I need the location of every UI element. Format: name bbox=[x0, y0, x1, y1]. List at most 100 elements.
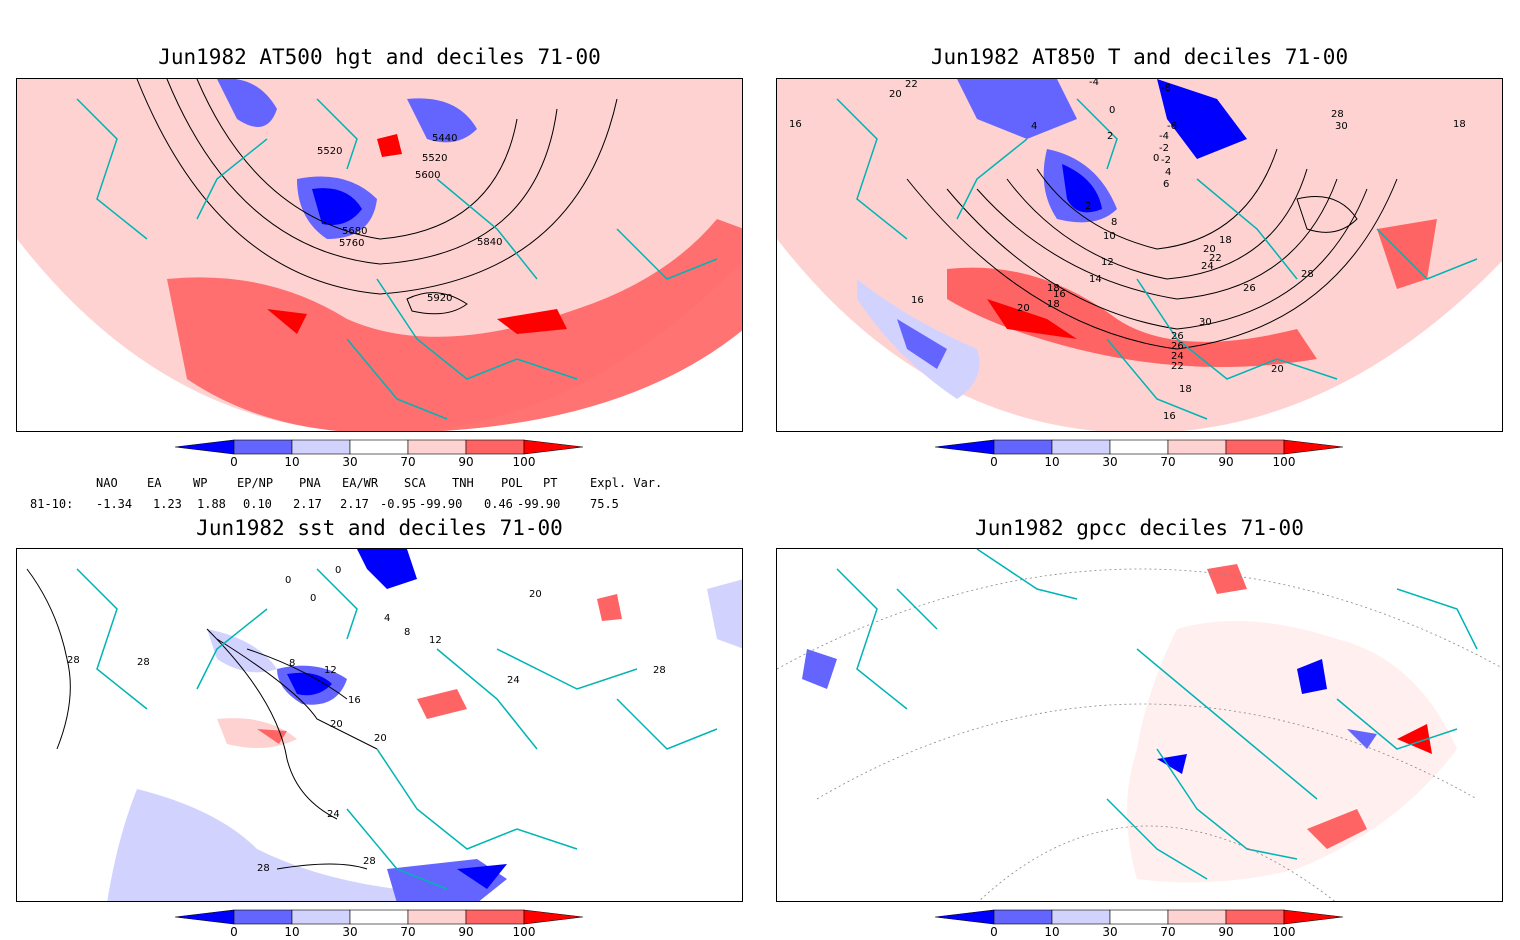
colorbar-tick: 70 bbox=[1160, 455, 1176, 469]
colorbar-tick: 0 bbox=[990, 925, 998, 939]
positive-anomaly-band bbox=[167, 219, 742, 431]
positive-anomaly-3 bbox=[1307, 809, 1367, 849]
contour-label: 20 bbox=[529, 589, 542, 600]
panel-title-sst: Jun1982 sst and deciles 71-00 bbox=[196, 516, 563, 540]
map-t850-canvas: 22 20 16 -4 -8 4 0 2 -6 -4 -2 0 4 6 8 10… bbox=[777, 79, 1502, 431]
colorbar-cap-high bbox=[1283, 909, 1344, 925]
colorbar-swatch bbox=[993, 909, 1053, 925]
colorbar-swatch bbox=[233, 439, 293, 455]
contour-label: 24 bbox=[507, 675, 520, 686]
contour-label: 0 bbox=[1109, 105, 1115, 116]
deep-negative-anomaly-north bbox=[357, 549, 417, 589]
colorbar-swatch bbox=[465, 909, 525, 925]
contour-label: 28 bbox=[363, 856, 376, 867]
colorbar-swatch bbox=[1225, 439, 1285, 455]
colorbar-tick: 100 bbox=[1272, 455, 1296, 469]
panel-title-gpcc: Jun1982 gpcc deciles 71-00 bbox=[975, 516, 1304, 540]
contour-label: 30 bbox=[1199, 317, 1212, 328]
contour-30 bbox=[1296, 196, 1358, 233]
contour-label: 5520 bbox=[317, 146, 342, 157]
contour-label: 24 bbox=[1171, 351, 1184, 362]
deep-negative-anomaly bbox=[1062, 164, 1102, 213]
contour-label: 16 bbox=[1053, 289, 1066, 300]
coastlines bbox=[836, 98, 1478, 420]
contour-label: 20 bbox=[889, 89, 902, 100]
contour-label: 20 bbox=[330, 719, 343, 730]
colorbar-bottom-right: 0 10 30 70 90 100 bbox=[934, 909, 1345, 940]
colorbar-tick: 0 bbox=[230, 925, 238, 939]
colorbar-tick: 70 bbox=[400, 925, 416, 939]
contour-label: 12 bbox=[1101, 257, 1114, 268]
coastlines bbox=[76, 568, 718, 890]
colorbar-swatch bbox=[291, 439, 351, 455]
contour-label: 18 bbox=[1179, 384, 1192, 395]
contour-label: 16 bbox=[1163, 411, 1176, 422]
colorbar-cap-low bbox=[174, 439, 235, 455]
contour-label: 0 bbox=[285, 575, 291, 586]
contour-label: 20 bbox=[374, 733, 387, 744]
colorbar-swatch bbox=[1167, 439, 1227, 455]
contour-label: 22 bbox=[905, 79, 918, 90]
index-header-tnh: TNH bbox=[452, 476, 474, 490]
positive-anomaly-east bbox=[1377, 219, 1437, 289]
index-value-pna: 2.17 bbox=[293, 497, 322, 511]
negative-anomaly-1 bbox=[1297, 659, 1327, 694]
contour-10 bbox=[1036, 148, 1278, 250]
contour-5680 bbox=[196, 79, 518, 240]
colorbar-swatch bbox=[407, 909, 467, 925]
contour-label: 28 bbox=[1301, 269, 1314, 280]
contour-label: 4 bbox=[384, 613, 390, 624]
contour-label: 28 bbox=[137, 657, 150, 668]
colorbar-swatch bbox=[349, 439, 409, 455]
mid-positive-anomaly-east bbox=[597, 594, 622, 621]
colorbar-tick: 10 bbox=[284, 455, 300, 469]
colorbar-swatch bbox=[1051, 439, 1111, 455]
latitude-gridlines bbox=[777, 568, 1502, 901]
contour-label: 26 bbox=[1171, 331, 1184, 342]
index-value-pt: -99.90 bbox=[517, 497, 561, 511]
contour-label: 24 bbox=[327, 809, 340, 820]
colorbar-tick: 0 bbox=[230, 455, 238, 469]
deep-positive-anomaly bbox=[987, 299, 1077, 339]
colorbar-swatch bbox=[407, 439, 467, 455]
map-gpcc bbox=[776, 548, 1503, 902]
contour-label: 8 bbox=[404, 627, 410, 638]
coastlines bbox=[76, 98, 718, 420]
contour-label: 18 bbox=[1219, 235, 1232, 246]
contour-label: 30 bbox=[1335, 121, 1348, 132]
contour-12 bbox=[1006, 168, 1308, 280]
mid-positive-anomaly-med bbox=[417, 689, 467, 719]
contour-label: 10 bbox=[1103, 231, 1116, 242]
contour-label: -8 bbox=[1161, 83, 1171, 94]
light-negative-anomaly-south bbox=[107, 789, 475, 901]
contour-label: 16 bbox=[911, 295, 924, 306]
colorbar-cap-low bbox=[934, 909, 995, 925]
contour-5840 bbox=[136, 79, 618, 295]
index-header-pol: POL bbox=[501, 476, 523, 490]
colorbar-tick: 90 bbox=[1218, 925, 1234, 939]
colorbar-swatch bbox=[233, 909, 293, 925]
deep-negative-anomaly bbox=[312, 188, 362, 225]
index-header-ea: EA bbox=[147, 476, 162, 490]
colorbar-swatch bbox=[1225, 909, 1285, 925]
deep-negative-anomaly-arctic bbox=[1157, 79, 1247, 159]
contour-label: -6 bbox=[1167, 121, 1177, 132]
colorbar-tick: 0 bbox=[990, 455, 998, 469]
contour-label: -2 bbox=[1159, 143, 1169, 154]
contour-label: 20 bbox=[1271, 364, 1284, 375]
colorbar-swatches bbox=[174, 439, 584, 455]
colorbar-swatch bbox=[993, 439, 1053, 455]
colorbar-tick: 30 bbox=[1102, 925, 1118, 939]
map-hgt500: 5440 5520 5520 5600 5680 5760 5840 5920 bbox=[16, 78, 743, 432]
contour-label: 28 bbox=[257, 863, 270, 874]
contour-label: 5520 bbox=[422, 153, 447, 164]
index-value-sca: -0.95 bbox=[380, 497, 417, 511]
contour-label: -4 bbox=[1159, 131, 1169, 142]
contour-label: 16 bbox=[348, 695, 361, 706]
deep-positive-anomaly-3 bbox=[377, 134, 402, 157]
mid-negative-anomaly bbox=[897, 319, 947, 369]
negative-anomaly-2 bbox=[1347, 729, 1377, 749]
colorbar-bottom-left: 0 10 30 70 90 100 bbox=[174, 909, 585, 940]
colorbar-tick: 30 bbox=[342, 455, 358, 469]
contour-label: 28 bbox=[67, 655, 80, 666]
